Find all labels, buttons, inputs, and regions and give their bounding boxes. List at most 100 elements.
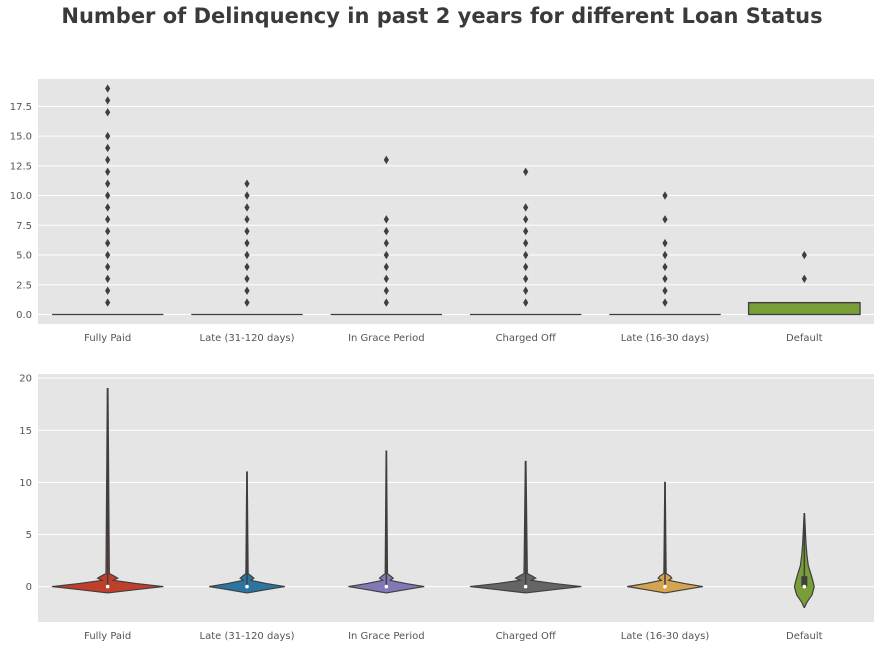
violin-0 [51,387,164,594]
x-tick-label: Late (31-120 days) [200,333,295,344]
y-tick-label: 2.5 [16,280,32,291]
boxplot-panel: 0.0 2.5 5.0 7.5 10.0 12.5 15.0 17.5 Fully Paid La… [10,79,874,344]
violin-inner-box [801,576,808,587]
violin-median [384,584,389,589]
violin-5 [793,513,815,609]
violin-3 [469,460,582,594]
box-3 [469,167,582,316]
outlier-point [105,155,111,165]
outlier-point [523,298,529,307]
outlier-point [662,298,668,307]
outlier-point [383,238,389,248]
outlier-point [105,227,111,236]
y-tick-label: 15.0 [10,132,32,143]
outlier-point [105,250,111,260]
outlier-point [105,262,111,272]
outlier-point [523,250,529,260]
outlier-point [801,250,807,260]
box-0 [51,84,164,316]
y-tick-label: 7.5 [16,221,32,232]
outlier-point [523,167,529,176]
outlier-point [383,250,389,260]
y-tick-label: 20 [19,374,32,385]
outlier-point [523,238,529,248]
outlier-point [105,96,111,105]
outlier-point [105,298,111,307]
outlier-point [383,155,389,165]
outlier-point [244,179,250,188]
outlier-point [244,238,250,248]
outlier-point [244,227,250,236]
outlier-point [383,215,389,224]
x-tick-label: Charged Off [496,631,557,642]
x-tick-label: Charged Off [496,333,557,344]
outlier-point [383,227,389,236]
outlier-point [244,250,250,260]
box-1 [191,179,303,316]
y-tick-label: 10 [19,478,32,489]
y-tick-label: 5 [26,530,32,541]
outlier-point [383,274,389,284]
x-tick-label: Default [786,631,823,642]
violin-median [802,584,807,589]
x-tick-label: In Grace Period [348,631,424,642]
outlier-point [105,286,111,295]
outlier-point [244,262,250,272]
violin-2 [348,450,425,594]
chart-title: Number of Delinquency in past 2 years fo… [61,4,823,28]
outlier-point [244,203,250,212]
outlier-point [662,238,668,248]
outlier-point [105,84,111,93]
outlier-point [244,215,250,224]
outlier-point [662,191,668,200]
y-tick-label: 17.5 [10,102,32,113]
outlier-point [662,250,668,260]
outlier-point [105,131,111,141]
outlier-point [105,238,111,248]
x-tick-label: Late (16-30 days) [621,333,710,344]
y-tick-label: 12.5 [10,161,32,172]
x-tick-label: Late (31-120 days) [200,631,295,642]
outlier-point [383,262,389,272]
outlier-point [105,143,111,153]
outlier-point [523,262,529,272]
violin-median [523,584,528,589]
violin-1 [209,471,285,594]
outlier-point [244,191,250,200]
outlier-point [105,274,111,284]
outlier-point [105,108,111,117]
outlier-point [105,203,111,212]
outlier-point [662,274,668,284]
outlier-point [383,298,389,307]
outlier-point [523,203,529,212]
outlier-point [801,274,807,284]
outlier-point [105,179,111,188]
outlier-point [105,215,111,224]
y-tick-label: 10.0 [10,191,32,202]
box-2 [330,155,443,316]
box-5 [747,250,861,316]
outlier-point [105,191,111,200]
violinplot-panel: 0 5 10 15 20 Fully Paid Late (31-120 days) In G… [19,374,874,642]
outlier-point [662,286,668,295]
y-tick-label: 15 [19,426,32,437]
box [747,301,861,316]
outlier-point [523,227,529,236]
y-tick-label: 0 [26,582,32,593]
outlier-point [244,298,250,307]
outlier-point [523,274,529,284]
violin-median [105,584,110,589]
outlier-point [523,286,529,295]
outlier-point [523,215,529,224]
plot-area [38,79,874,324]
y-tick-label: 5.0 [16,251,32,262]
x-tick-label: Default [786,333,823,344]
x-tick-label: Fully Paid [84,333,131,344]
violin-median [245,584,249,589]
box-4 [609,191,721,316]
outlier-point [662,262,668,272]
violin-4 [627,481,703,594]
y-tick-label: 0.0 [16,310,32,321]
outlier-point [662,215,668,224]
